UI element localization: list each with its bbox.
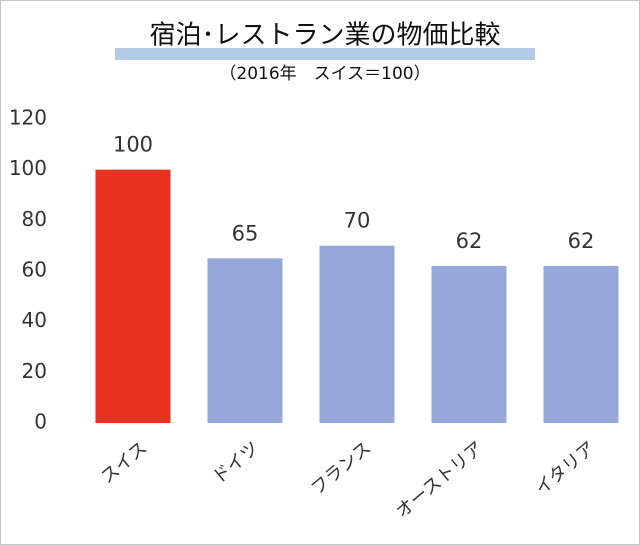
- y-tick-label: 100: [9, 156, 47, 180]
- chart-title: 宿泊･レストラン業の物価比較: [149, 21, 500, 51]
- y-tick-label: 0: [34, 410, 47, 434]
- data-label: 100: [113, 133, 153, 157]
- bar: [543, 265, 619, 423]
- y-tick-label: 20: [22, 359, 47, 383]
- bar: [319, 245, 395, 423]
- y-tick-label: 120: [9, 106, 47, 130]
- bar: [431, 265, 507, 423]
- y-tick-label: 40: [22, 308, 47, 332]
- title-highlight: [115, 48, 535, 60]
- data-label: 62: [568, 229, 595, 253]
- y-tick-label: 80: [22, 207, 47, 231]
- bar: [95, 169, 171, 423]
- data-label: 65: [232, 221, 259, 245]
- data-label: 62: [456, 229, 483, 253]
- chart-subtitle: （2016年 スイス＝100）: [219, 64, 430, 84]
- bar: [207, 258, 283, 423]
- data-label: 70: [344, 209, 371, 233]
- y-tick-label: 60: [22, 258, 47, 282]
